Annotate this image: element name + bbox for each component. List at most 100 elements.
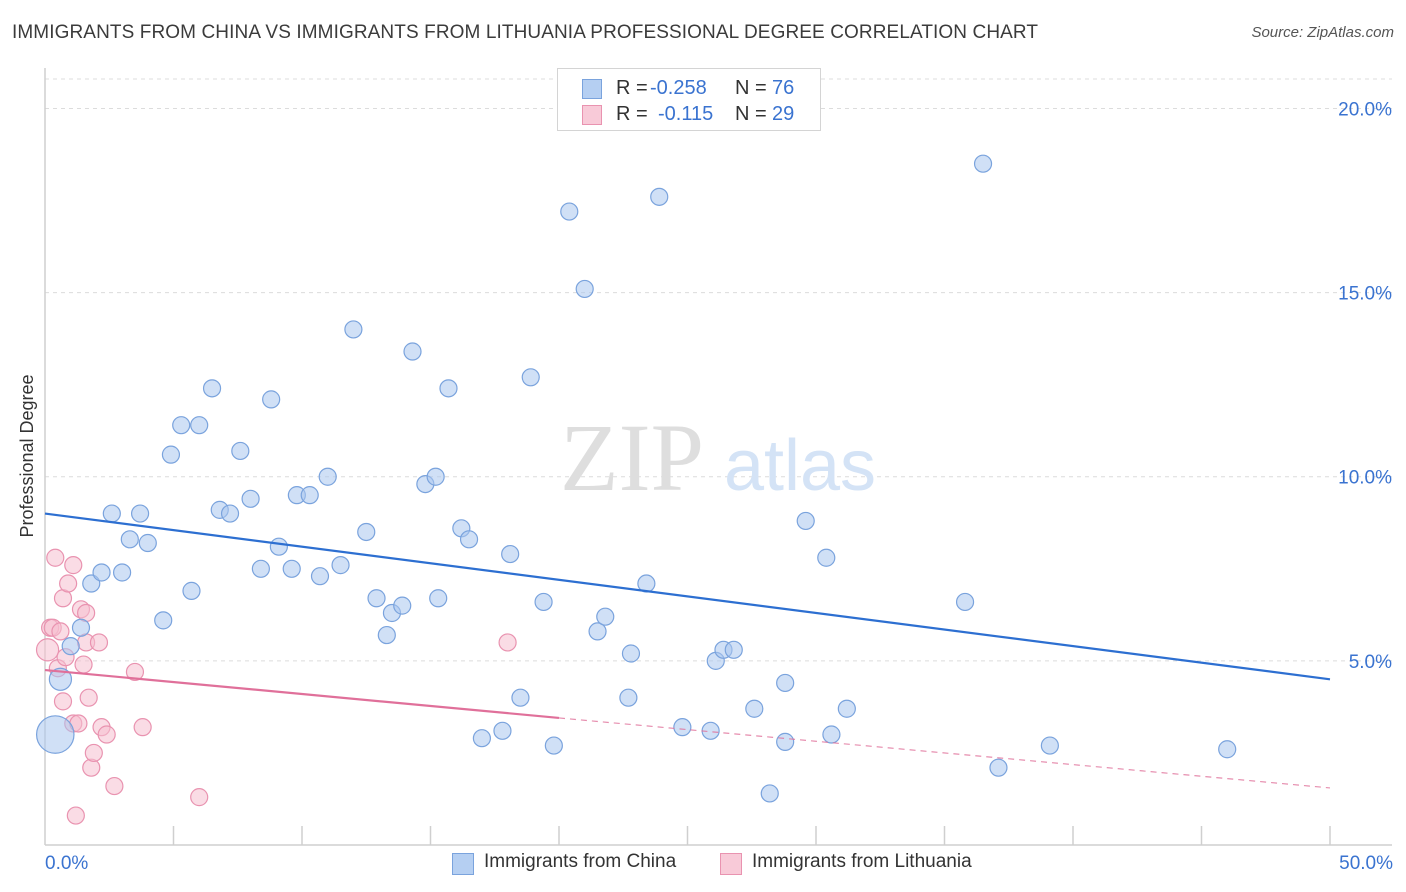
legend-china-swatch <box>452 853 474 875</box>
lithuania-n-label: N = <box>735 103 767 125</box>
y-tick-label: 20.0% <box>1338 99 1392 120</box>
stats-legend: R = -0.258 N = 76 R = -0.115 N = 29 <box>557 68 821 131</box>
lithuania-point <box>133 718 152 737</box>
china-point <box>262 390 281 409</box>
china-point <box>596 607 615 626</box>
china-point <box>817 548 836 567</box>
lithuania-point <box>498 633 517 652</box>
y-tick-label: 15.0% <box>1338 284 1392 305</box>
china-r-label: R = <box>616 77 648 99</box>
legend-china-label: Immigrants from China <box>484 851 677 872</box>
china-point <box>367 589 386 608</box>
y-tick-label: 5.0% <box>1349 652 1392 673</box>
china-point <box>511 688 530 707</box>
lithuania-point <box>190 788 209 807</box>
lithuania-point <box>64 556 83 575</box>
lithuania-swatch <box>582 105 602 125</box>
china-point <box>534 592 553 612</box>
china-point <box>154 611 173 630</box>
china-point <box>426 467 445 486</box>
china-point <box>1040 736 1059 755</box>
china-point <box>745 699 764 718</box>
china-point <box>650 187 669 206</box>
china-point <box>71 618 91 637</box>
china-point <box>673 718 692 737</box>
china-point <box>377 625 396 645</box>
china-n-value: 76 <box>772 77 795 99</box>
grid-layer <box>45 78 1392 662</box>
china-point <box>575 279 594 299</box>
china-point <box>190 416 209 435</box>
china-point <box>202 379 222 398</box>
china-point <box>393 596 412 615</box>
china-point <box>300 486 319 505</box>
china-point <box>182 581 201 600</box>
china-point <box>102 504 121 523</box>
china-point <box>282 559 301 578</box>
china-point <box>231 441 250 461</box>
china-point <box>472 729 491 748</box>
china-point <box>989 758 1008 777</box>
lithuania-point <box>35 638 60 662</box>
china-trend-line <box>44 512 1331 681</box>
china-point <box>357 522 376 542</box>
china-point <box>161 445 181 464</box>
china-point <box>48 667 73 691</box>
watermark-atlas: atlas <box>724 426 876 506</box>
lithuania-n-value: 29 <box>772 103 795 125</box>
china-point <box>35 715 75 754</box>
y-axis-label: Professional Degree <box>17 374 37 537</box>
lithuania-point <box>53 692 73 711</box>
source-credit: Source: ZipAtlas.com <box>1251 24 1394 41</box>
china-point <box>973 154 993 173</box>
china-point <box>822 725 841 744</box>
china-point <box>172 416 191 435</box>
china-point <box>1218 740 1237 759</box>
china-point <box>138 533 157 553</box>
lithuania-point <box>74 655 93 674</box>
china-point <box>560 202 579 221</box>
china-point <box>760 784 779 803</box>
points-layer <box>35 154 1237 825</box>
china-point <box>403 342 422 361</box>
lithuania-point <box>97 725 116 744</box>
china-point <box>439 379 458 398</box>
china-point <box>621 644 641 663</box>
china-swatch <box>582 79 602 99</box>
chart-title: IMMIGRANTS FROM CHINA VS IMMIGRANTS FROM… <box>12 22 1039 43</box>
china-point <box>776 673 795 693</box>
china-point <box>310 567 330 586</box>
watermark-zip: ZIP <box>560 404 704 511</box>
y-tick-label: 10.0% <box>1338 468 1392 489</box>
china-point <box>493 721 512 740</box>
china-point <box>544 736 563 755</box>
china-point <box>92 563 111 582</box>
china-point <box>251 559 270 578</box>
china-point <box>61 637 80 656</box>
china-point <box>344 320 363 339</box>
lithuania-point <box>125 662 145 682</box>
lithuania-point <box>66 806 85 825</box>
china-point <box>130 504 150 523</box>
china-point <box>459 530 479 549</box>
china-point <box>241 489 260 508</box>
china-point <box>501 544 520 564</box>
china-point <box>619 688 638 707</box>
china-point <box>588 622 607 641</box>
x-tick-label: 50.0% <box>1339 853 1393 874</box>
lithuania-r-label: R = <box>616 103 648 125</box>
china-point <box>521 368 540 387</box>
x-tick-label: 0.0% <box>45 853 88 874</box>
china-point <box>120 530 139 549</box>
trend-layer <box>44 512 1331 789</box>
watermark: ZIP atlas <box>560 404 876 511</box>
legend-lithuania-label: Immigrants from Lithuania <box>752 851 972 872</box>
china-point <box>837 699 856 718</box>
china-point <box>112 563 132 582</box>
china-point <box>331 556 350 575</box>
china-n-label: N = <box>735 77 767 99</box>
lithuania-point <box>59 574 78 593</box>
china-r-value: -0.258 <box>650 77 707 99</box>
axis-layer: 5.0% 10.0% 15.0% 20.0% 0.0% 50.0% <box>44 68 1393 874</box>
